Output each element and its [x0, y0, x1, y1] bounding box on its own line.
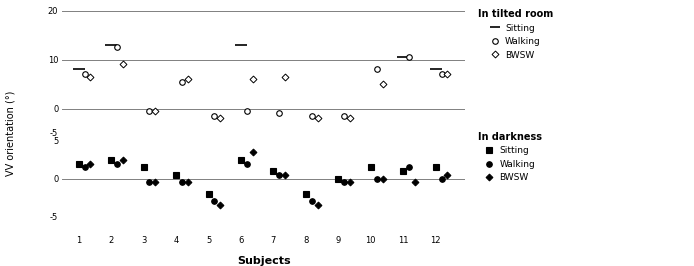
Text: Subjects: Subjects	[237, 256, 291, 266]
Legend: Sitting, Walking, BWSW: Sitting, Walking, BWSW	[477, 9, 553, 60]
Legend: Sitting, Walking, BWSW: Sitting, Walking, BWSW	[477, 132, 541, 182]
Text: VV orientation (°): VV orientation (°)	[6, 90, 15, 176]
